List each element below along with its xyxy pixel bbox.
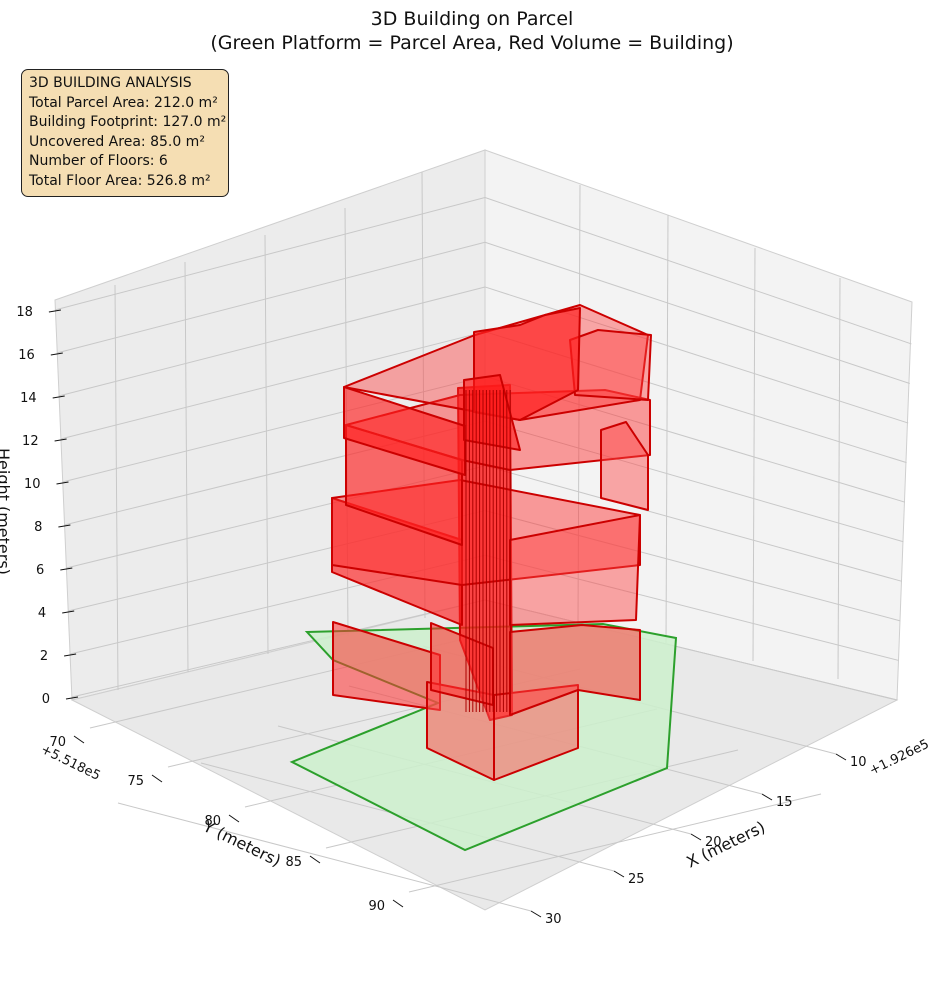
info-line: Number of Floors: 6 xyxy=(29,153,168,170)
z-grid-line xyxy=(484,554,899,661)
x-axis-label: X (meters) xyxy=(683,817,768,871)
grid-vertical-left xyxy=(184,261,189,673)
x-tick-label: 15 xyxy=(776,795,793,810)
z-grid-line xyxy=(484,510,901,622)
z-grid-line xyxy=(484,599,898,701)
chart-subtitle: (Green Platform = Parcel Area, Red Volum… xyxy=(210,32,734,54)
grid-vertical-right xyxy=(752,247,756,662)
z-grid-line xyxy=(484,465,902,582)
y-tick-label: 90 xyxy=(368,899,385,914)
z-tick-label: 0 xyxy=(42,692,50,707)
y-tick-mark xyxy=(151,774,163,783)
grid-vertical-left xyxy=(264,234,269,655)
y-tick-label: 80 xyxy=(204,814,221,829)
info-line: Building Footprint: 127.0 m² xyxy=(29,114,227,131)
analysis-info-box: 3D BUILDING ANALYSIS Total Parcel Area: … xyxy=(21,69,229,197)
z-grid-line xyxy=(484,197,912,345)
y-tick-mark xyxy=(73,735,85,744)
z-tick-mark xyxy=(54,438,67,442)
z-tick-label: 10 xyxy=(24,477,41,492)
z-tick-label: 6 xyxy=(36,563,44,578)
y-grid-line xyxy=(408,793,822,893)
info-line: Total Parcel Area: 212.0 m² xyxy=(29,94,218,111)
z-tick-label: 2 xyxy=(40,649,48,664)
x-offset-label: +1.926e5 xyxy=(867,737,931,779)
z-grid-line xyxy=(484,286,909,424)
z-grid-line xyxy=(71,599,486,698)
z-tick-mark xyxy=(62,610,75,614)
chart-title: 3D Building on Parcel xyxy=(370,8,574,30)
x-tick-mark xyxy=(613,870,625,878)
building-lower-wing-right xyxy=(509,624,641,716)
z-tick-mark xyxy=(50,352,63,356)
x-tick-mark xyxy=(835,753,847,761)
x-tick-mark xyxy=(761,793,773,801)
building-upper-right xyxy=(600,421,649,511)
z-grid-line xyxy=(54,197,486,311)
building-stair-core xyxy=(463,374,521,451)
z-grid-line xyxy=(62,375,486,483)
info-heading: 3D BUILDING ANALYSIS xyxy=(29,75,192,91)
x-grid-line xyxy=(117,802,532,912)
grid-vertical-left xyxy=(114,284,119,691)
z-grid-line xyxy=(60,331,486,440)
z-tick-label: 4 xyxy=(38,606,46,621)
y-tick-label: 85 xyxy=(285,855,302,870)
z-tick-mark xyxy=(65,696,79,700)
z-grid-line xyxy=(484,241,910,384)
z-tick-label: 16 xyxy=(18,348,35,363)
z-grid-line xyxy=(58,286,486,397)
x-tick-label: 10 xyxy=(850,755,867,770)
y-offset-label: +5.518e5 xyxy=(38,742,102,784)
grid-vertical-right xyxy=(837,277,841,680)
info-line: Uncovered Area: 85.0 m² xyxy=(29,133,205,150)
z-tick-mark xyxy=(56,481,69,485)
z-tick-label: 14 xyxy=(20,391,37,406)
z-tick-mark xyxy=(58,524,71,528)
grid-vertical-right xyxy=(577,184,581,626)
x-tick-mark xyxy=(530,910,542,918)
x-tick-label: 30 xyxy=(545,912,562,927)
z-tick-label: 8 xyxy=(34,520,42,535)
building-top-right xyxy=(569,329,652,401)
y-tick-label: 70 xyxy=(49,735,66,750)
y-tick-label: 75 xyxy=(127,774,144,789)
y-tick-mark xyxy=(228,814,240,823)
z-tick-label: 12 xyxy=(22,434,39,449)
z-grid-line xyxy=(484,420,904,543)
y-tick-mark xyxy=(392,899,404,908)
info-line: Total Floor Area: 526.8 m² xyxy=(29,172,211,189)
z-tick-label: 18 xyxy=(16,305,33,320)
grid-vertical-right xyxy=(665,214,669,644)
building-top-left xyxy=(343,386,466,476)
z-tick-mark xyxy=(52,395,65,399)
x-tick-label: 20 xyxy=(705,835,722,850)
z-tick-mark xyxy=(64,653,77,657)
y-tick-mark xyxy=(309,855,321,864)
z-axis-label: Height (meters) xyxy=(0,448,13,575)
z-tick-mark xyxy=(48,309,61,313)
x-tick-label: 25 xyxy=(628,872,645,887)
z-tick-mark xyxy=(60,567,73,571)
z-grid-line xyxy=(56,241,486,354)
x-tick-mark xyxy=(690,833,702,841)
